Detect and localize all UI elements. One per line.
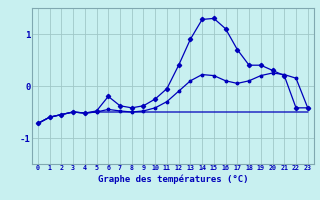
X-axis label: Graphe des températures (°C): Graphe des températures (°C) [98,174,248,184]
